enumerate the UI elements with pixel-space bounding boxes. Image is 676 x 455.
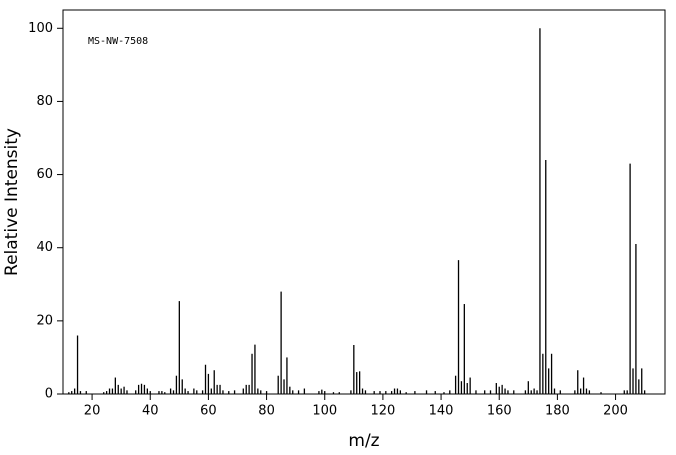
x-tick-label: 100 [312, 404, 337, 419]
y-tick-label: 80 [36, 94, 53, 109]
x-tick-label: 40 [142, 404, 159, 419]
x-tick-label: 20 [84, 404, 101, 419]
x-tick-label: 200 [603, 404, 628, 419]
x-tick-label: 80 [258, 404, 275, 419]
plot-frame [62, 9, 666, 395]
x-tick-label: 120 [370, 404, 395, 419]
x-tick-label: 140 [429, 404, 454, 419]
x-axis-label: m/z [348, 431, 379, 451]
x-tick-label: 160 [487, 404, 512, 419]
y-tick-label: 20 [36, 313, 53, 328]
y-tick-label: 60 [36, 167, 53, 182]
annotation: MS-NW-7508 [88, 36, 148, 47]
y-tick-label: 0 [45, 387, 53, 402]
x-tick-label: 180 [545, 404, 570, 419]
x-tick-label: 60 [200, 404, 217, 419]
y-tick-label: 100 [28, 21, 53, 36]
y-axis-label: Relative Intensity [2, 128, 22, 276]
y-tick-label: 40 [36, 240, 53, 255]
